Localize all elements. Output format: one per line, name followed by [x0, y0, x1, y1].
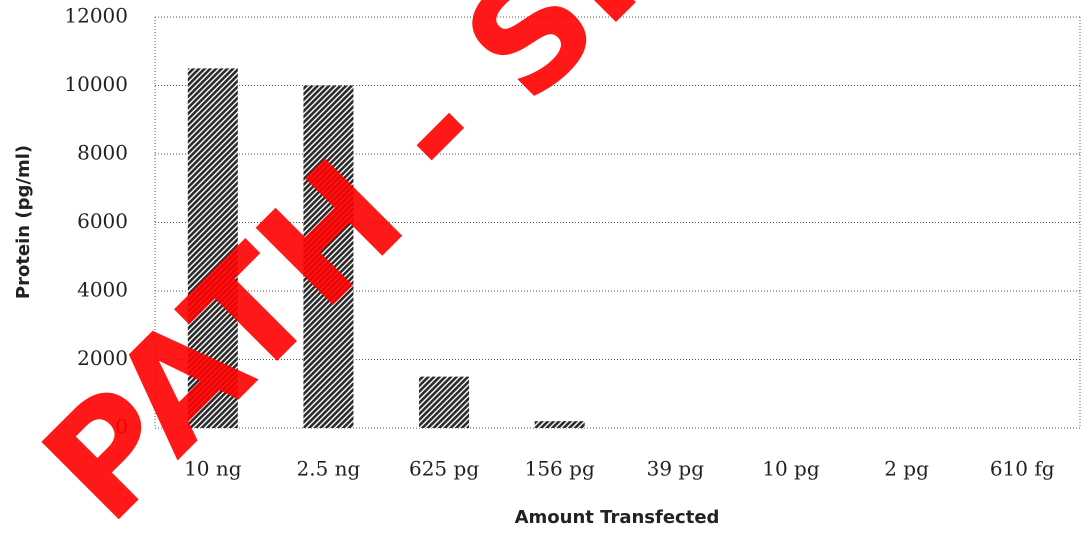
x-tick-label: 156 pg	[525, 457, 595, 481]
x-tick-label: 10 ng	[184, 457, 242, 481]
y-tick-label: 2000	[77, 346, 128, 370]
y-axis-title: Protein (pg/ml)	[13, 145, 34, 299]
y-tick-label: 0	[115, 415, 128, 439]
y-tick-label: 4000	[77, 278, 128, 302]
x-tick-label: 10 pg	[762, 457, 820, 481]
bar	[187, 68, 238, 428]
bar	[419, 376, 470, 428]
y-tick-label: 6000	[77, 209, 128, 233]
x-tick-label: 39 pg	[647, 457, 705, 481]
x-tick-label: 2.5 ng	[297, 457, 361, 481]
x-tick-label: 2 pg	[884, 457, 929, 481]
bar	[534, 421, 585, 428]
y-tick-label: 10000	[64, 72, 128, 96]
bar	[303, 85, 354, 428]
y-tick-label: 12000	[64, 4, 128, 28]
x-tick-label: 610 fg	[990, 457, 1055, 481]
y-tick-label: 8000	[77, 141, 128, 165]
x-tick-label: 625 pg	[409, 457, 479, 481]
x-axis-title: Amount Transfected	[515, 507, 720, 528]
